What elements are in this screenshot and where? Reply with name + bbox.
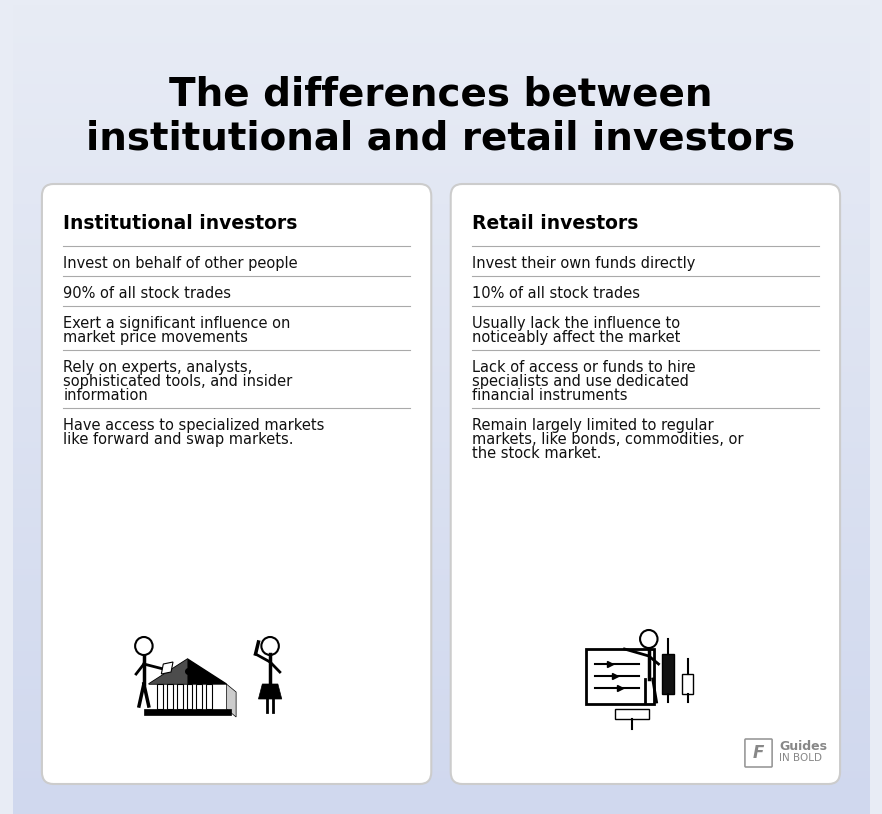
Polygon shape — [149, 659, 188, 684]
Text: 10% of all stock trades: 10% of all stock trades — [472, 286, 640, 301]
Text: Guides: Guides — [779, 739, 827, 752]
Text: like forward and swap markets.: like forward and swap markets. — [64, 432, 294, 447]
Text: markets, like bonds, commodities, or: markets, like bonds, commodities, or — [472, 432, 744, 447]
Text: F: F — [753, 744, 764, 762]
Text: noticeably affect the market: noticeably affect the market — [472, 330, 680, 345]
Text: the stock market.: the stock market. — [472, 446, 602, 461]
Text: specialists and use dedicated: specialists and use dedicated — [472, 374, 689, 389]
Text: Remain largely limited to regular: Remain largely limited to regular — [472, 418, 714, 433]
Polygon shape — [258, 684, 281, 699]
Text: financial instruments: financial instruments — [472, 388, 628, 403]
FancyBboxPatch shape — [42, 184, 431, 784]
Polygon shape — [662, 654, 674, 694]
Polygon shape — [161, 662, 173, 674]
Text: Usually lack the influence to: Usually lack the influence to — [472, 316, 680, 331]
Polygon shape — [227, 684, 236, 717]
Text: Lack of access or funds to hire: Lack of access or funds to hire — [472, 360, 696, 375]
Polygon shape — [206, 684, 212, 709]
Polygon shape — [615, 709, 649, 719]
Circle shape — [135, 637, 153, 655]
Polygon shape — [177, 684, 183, 709]
Text: Invest their own funds directly: Invest their own funds directly — [472, 256, 695, 271]
Text: Invest on behalf of other people: Invest on behalf of other people — [64, 256, 298, 271]
Text: sophisticated tools, and insider: sophisticated tools, and insider — [64, 374, 293, 389]
Polygon shape — [187, 684, 192, 709]
Text: Rely on experts, analysts,: Rely on experts, analysts, — [64, 360, 252, 375]
Polygon shape — [197, 684, 202, 709]
Text: Exert a significant influence on: Exert a significant influence on — [64, 316, 291, 331]
Text: IN BOLD: IN BOLD — [779, 753, 822, 763]
Polygon shape — [586, 649, 654, 704]
Text: institutional and retail investors: institutional and retail investors — [86, 120, 796, 158]
Circle shape — [640, 630, 658, 648]
Text: Institutional investors: Institutional investors — [64, 214, 297, 233]
Text: Have access to specialized markets: Have access to specialized markets — [64, 418, 325, 433]
Polygon shape — [158, 684, 163, 709]
Polygon shape — [682, 674, 693, 694]
Text: information: information — [64, 388, 148, 403]
FancyBboxPatch shape — [451, 184, 840, 784]
FancyBboxPatch shape — [745, 739, 772, 767]
Text: 90% of all stock trades: 90% of all stock trades — [64, 286, 231, 301]
Circle shape — [261, 637, 279, 655]
Text: The differences between: The differences between — [169, 75, 713, 113]
Text: market price movements: market price movements — [64, 330, 248, 345]
Polygon shape — [149, 659, 227, 684]
Polygon shape — [144, 709, 231, 715]
Text: Retail investors: Retail investors — [472, 214, 639, 233]
Polygon shape — [168, 684, 173, 709]
